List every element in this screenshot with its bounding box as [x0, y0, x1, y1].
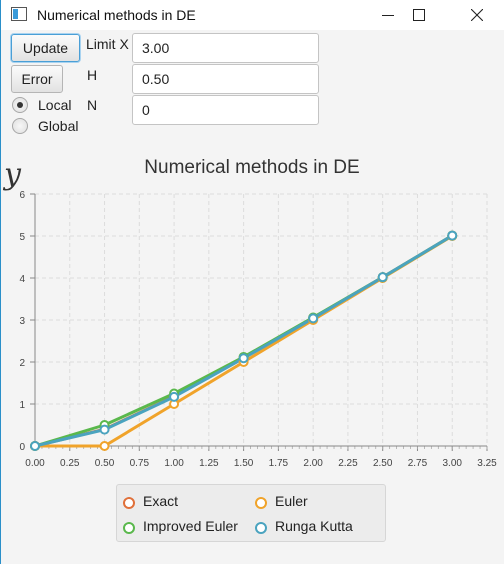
data-point-runga-kutta [308, 313, 319, 324]
minimize-icon [382, 15, 394, 16]
close-button[interactable] [454, 0, 500, 30]
y-tick-label: 6 [19, 190, 25, 201]
radio-local[interactable] [12, 97, 28, 113]
x-tick-label: 1.00 [164, 458, 184, 469]
limit-x-label: Limit X [86, 36, 129, 52]
x-tick-label: 0.50 [95, 458, 115, 469]
y-tick-label: 3 [19, 316, 25, 327]
handwritten-x-annotation: X [478, 482, 498, 484]
y-tick-label: 0 [19, 442, 25, 453]
close-icon [471, 9, 483, 21]
h-label: H [87, 67, 98, 83]
window-icon [11, 7, 27, 21]
y-tick-label: 2 [19, 358, 25, 369]
error-button[interactable]: Error [11, 65, 63, 93]
legend-marker-runga-kutta [255, 522, 267, 534]
y-tick-label: 4 [19, 274, 25, 285]
y-tick-label: 1 [19, 400, 25, 411]
x-tick-label: 0.25 [60, 458, 80, 469]
radio-local-label: Local [38, 97, 72, 113]
legend-marker-euler [255, 497, 267, 509]
x-tick-label: 3.25 [477, 458, 497, 469]
legend-marker-exact [123, 497, 135, 509]
x-tick-label: 2.00 [303, 458, 323, 469]
h-field[interactable]: 0.50 [132, 64, 319, 94]
legend-label-improved-euler: Improved Euler [143, 518, 238, 534]
handwritten-y-annotation: y [2, 157, 22, 192]
radio-global[interactable] [12, 118, 28, 134]
n-field[interactable]: 0 [132, 95, 319, 125]
legend-label-exact: Exact [143, 493, 179, 509]
legend-label-euler: Euler [275, 493, 308, 509]
x-tick-label: 0.75 [130, 458, 150, 469]
minimize-button[interactable] [365, 0, 411, 30]
x-tick-label: 1.25 [199, 458, 219, 469]
x-tick-label: 2.25 [338, 458, 358, 469]
data-point-runga-kutta [377, 272, 388, 283]
n-label: N [87, 97, 98, 113]
x-tick-label: 3.00 [442, 458, 462, 469]
limit-x-field[interactable]: 3.00 [132, 33, 319, 63]
window-title: Numerical methods in DE [37, 7, 196, 23]
chart-title: Numerical methods in DE [144, 157, 360, 178]
chart-legend: Exact Euler Improved Euler Runga Kutta [116, 484, 386, 542]
y-tick-label: 5 [19, 232, 25, 243]
x-tick-label: 1.50 [234, 458, 254, 469]
radio-selected-dot [17, 102, 23, 108]
data-point-runga-kutta [99, 424, 110, 435]
legend-label-runga-kutta: Runga Kutta [275, 518, 353, 534]
maximize-icon [413, 9, 425, 21]
x-tick-label: 0.00 [25, 458, 45, 469]
x-tick-label: 2.75 [408, 458, 428, 469]
line-chart: y X 0.00 0.25 0.50 0.75 1.00 1.25 1.50 1.75 2.00… [2, 157, 498, 484]
title-bar[interactable]: Numerical methods in DE [1, 0, 504, 30]
radio-global-label: Global [38, 118, 79, 134]
legend-marker-improved-euler [123, 522, 135, 534]
x-tick-label: 1.75 [269, 458, 289, 469]
data-point-runga-kutta [238, 353, 249, 364]
maximize-button[interactable] [396, 0, 442, 30]
update-button[interactable]: Update [11, 34, 80, 62]
data-point-runga-kutta [447, 230, 458, 241]
window-border [0, 0, 1, 564]
data-point-runga-kutta [30, 441, 40, 451]
x-tick-label: 2.50 [373, 458, 393, 469]
data-point-euler [99, 441, 110, 451]
data-point-runga-kutta [169, 391, 180, 402]
